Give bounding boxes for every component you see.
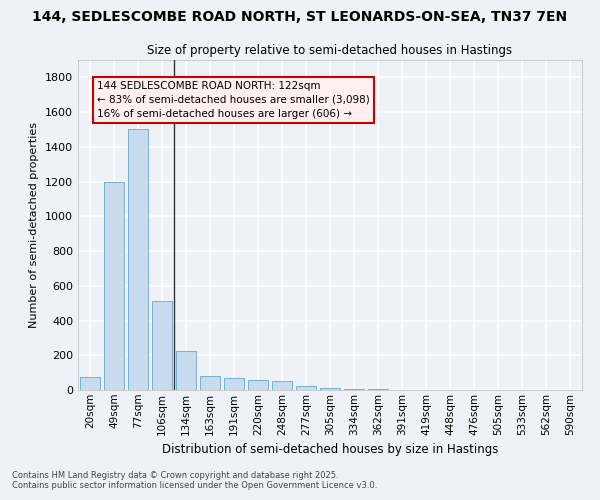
Bar [80, 377, 100, 390]
Bar [176, 351, 196, 390]
Bar [272, 382, 292, 390]
Text: 144, SEDLESCOMBE ROAD NORTH, ST LEONARDS-ON-SEA, TN37 7EN: 144, SEDLESCOMBE ROAD NORTH, ST LEONARDS… [32, 10, 568, 24]
Y-axis label: Number of semi-detached properties: Number of semi-detached properties [29, 122, 40, 328]
Bar [200, 376, 220, 390]
X-axis label: Distribution of semi-detached houses by size in Hastings: Distribution of semi-detached houses by … [162, 443, 498, 456]
Text: 144 SEDLESCOMBE ROAD NORTH: 122sqm
← 83% of semi-detached houses are smaller (3,: 144 SEDLESCOMBE ROAD NORTH: 122sqm ← 83%… [97, 81, 370, 119]
Bar [128, 130, 148, 390]
Bar [224, 378, 244, 390]
Bar [296, 386, 316, 390]
Text: Contains HM Land Registry data © Crown copyright and database right 2025.
Contai: Contains HM Land Registry data © Crown c… [12, 470, 377, 490]
Bar [368, 389, 388, 390]
Bar [104, 182, 124, 390]
Title: Size of property relative to semi-detached houses in Hastings: Size of property relative to semi-detach… [148, 44, 512, 58]
Bar [152, 302, 172, 390]
Bar [320, 388, 340, 390]
Bar [248, 380, 268, 390]
Bar [344, 389, 364, 390]
